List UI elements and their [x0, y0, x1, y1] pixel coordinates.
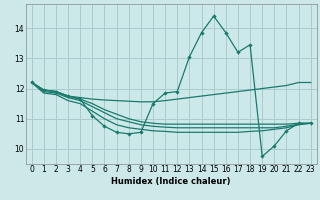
- X-axis label: Humidex (Indice chaleur): Humidex (Indice chaleur): [111, 177, 231, 186]
